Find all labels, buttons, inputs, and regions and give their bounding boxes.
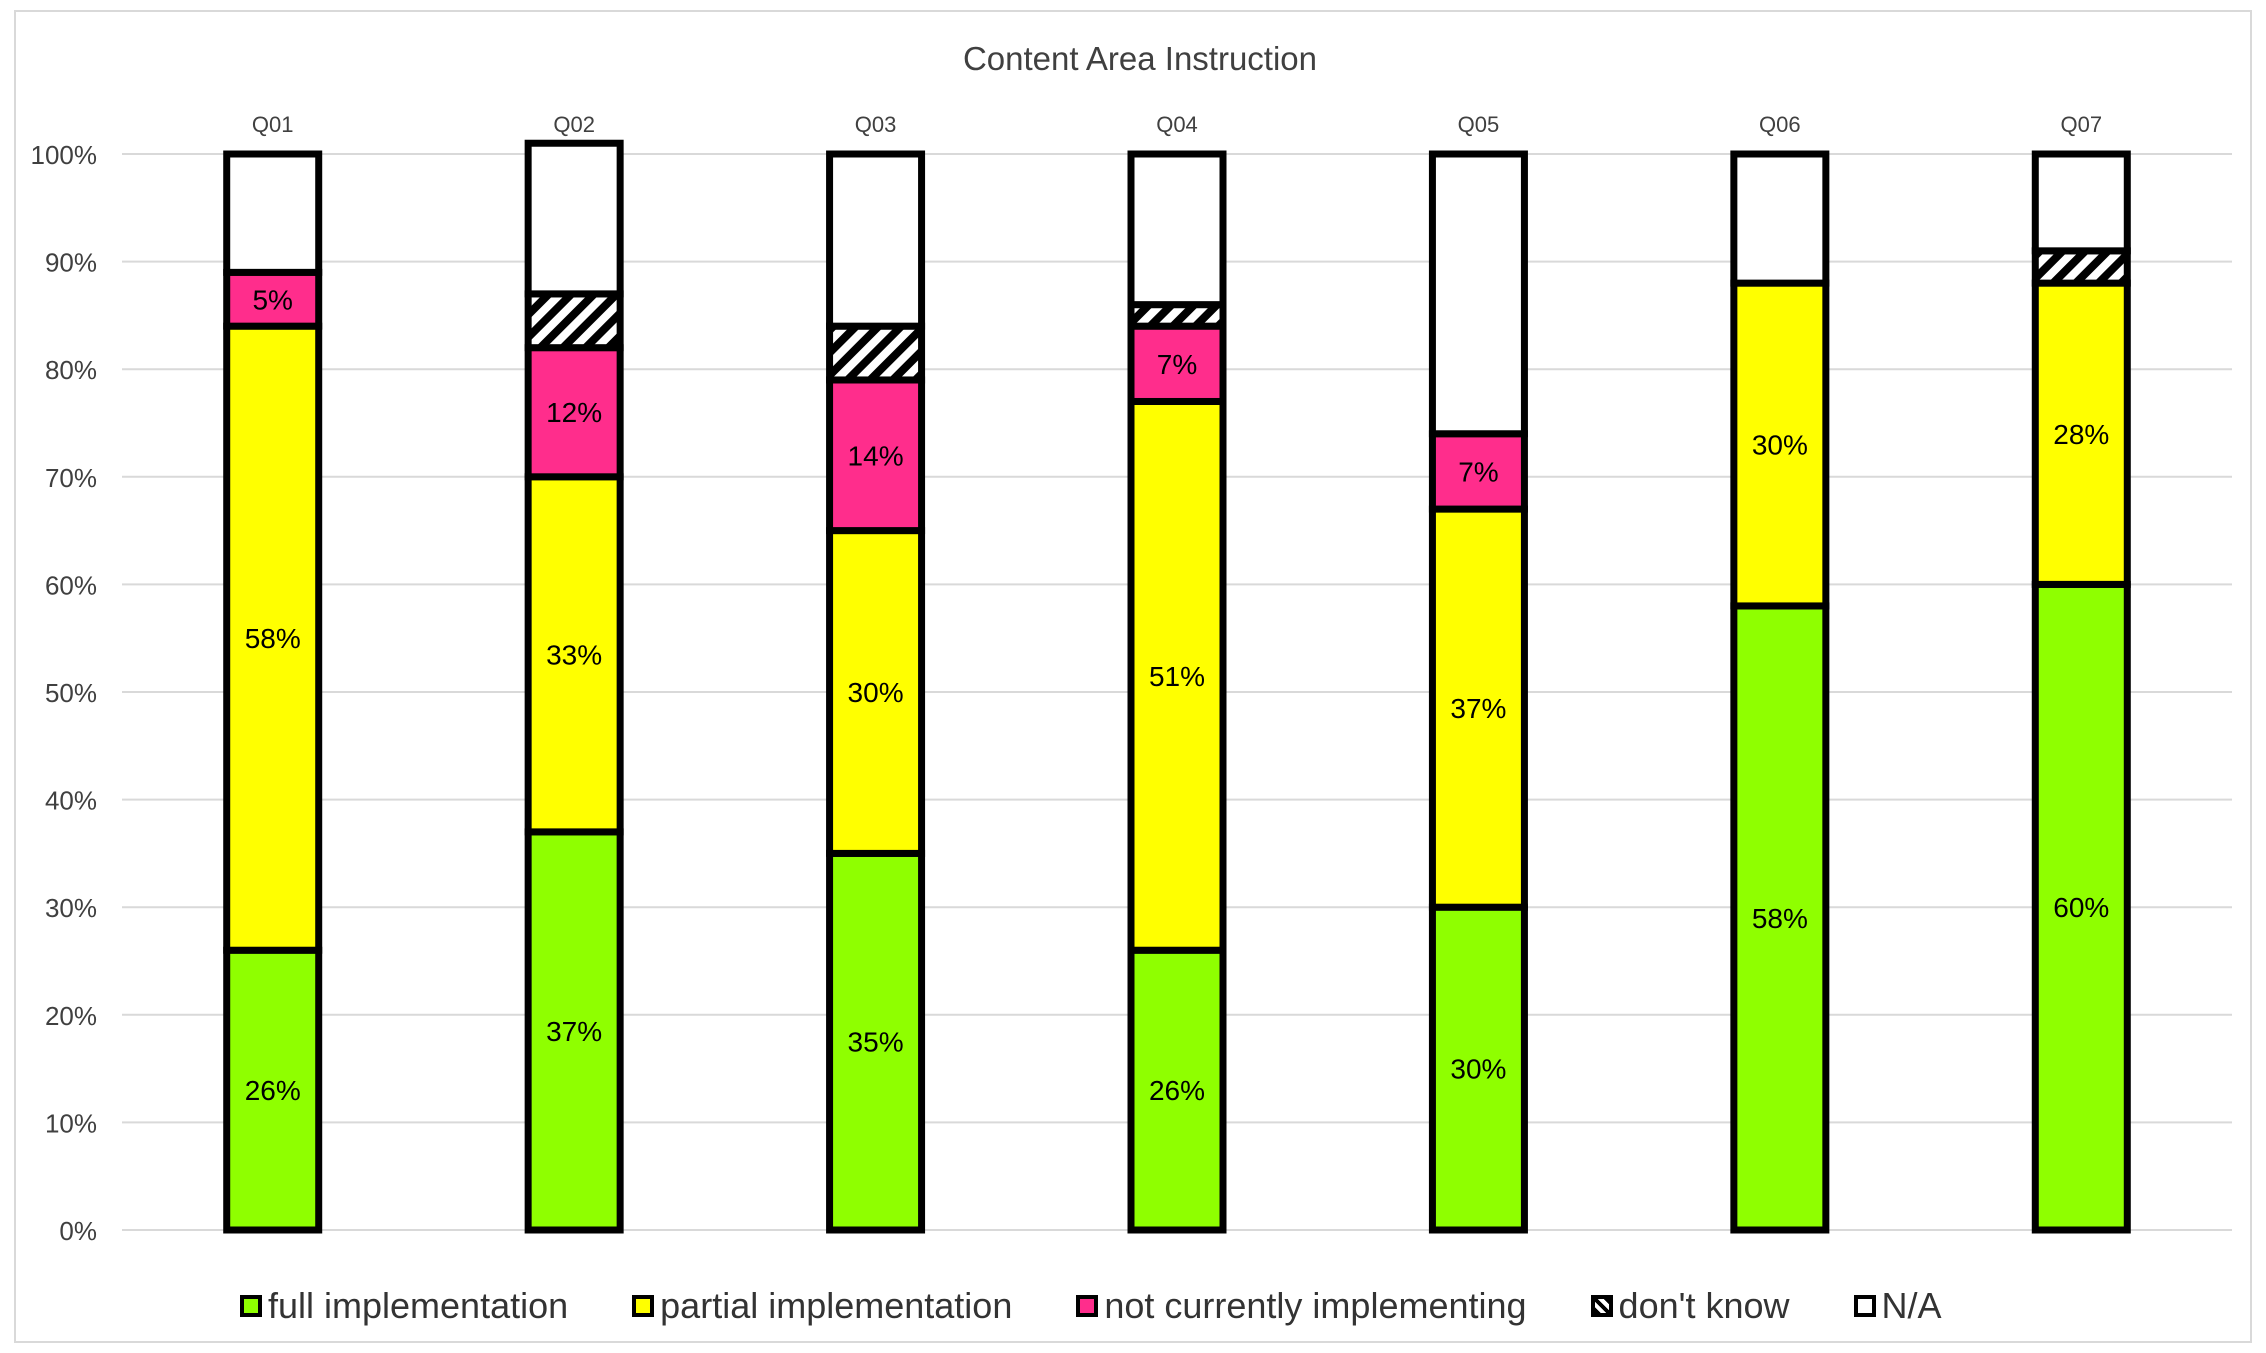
bar-segment (1730, 279, 1830, 610)
bar-segment (826, 527, 926, 857)
data-label: 60% (2053, 892, 2109, 923)
y-tick-label: 20% (45, 1001, 97, 1031)
y-tick-label: 0% (59, 1216, 97, 1246)
bars (223, 139, 2131, 1234)
data-labels: 26% 58% 5% 37% 33% 12% 35% 30% 14% 26% 51% 7% 30% 37%… (245, 284, 2110, 1106)
bar-segment (2031, 247, 2131, 287)
legend-item: don't know (1590, 1285, 1790, 1327)
data-label: 12% (546, 397, 602, 428)
data-label: 14% (848, 440, 904, 471)
data-label: 5% (252, 284, 292, 315)
category-label: Q06 (1759, 112, 1801, 137)
bar-segment (1127, 946, 1227, 1234)
bar-segment (524, 290, 624, 352)
data-label: 58% (245, 623, 301, 654)
category-label: Q01 (252, 112, 294, 137)
legend-swatch (1076, 1295, 1099, 1317)
y-tick-label: 40% (45, 786, 97, 816)
bar-segment (1127, 322, 1227, 405)
y-tick-label: 70% (45, 463, 97, 493)
category-label: Q05 (1458, 112, 1500, 137)
y-axis-ticks: 0% 10% 20% 30% 40% 50% 60% 70% 80% 90% 100% (31, 140, 98, 1246)
y-tick-label: 30% (45, 893, 97, 923)
legend-item: N/A (1853, 1285, 1942, 1327)
data-label: 30% (848, 677, 904, 708)
legend-swatch (632, 1295, 655, 1317)
legend-label: not currently implementing (1104, 1285, 1527, 1326)
y-tick-label: 100% (31, 140, 98, 170)
category-label: Q07 (2060, 112, 2102, 137)
y-tick-label: 50% (45, 678, 97, 708)
legend-label: full implementation (268, 1285, 569, 1326)
category-label: Q04 (1156, 112, 1198, 137)
legend-swatch (240, 1295, 262, 1317)
chart-title: Content Area Instruction (963, 40, 1317, 77)
category-label: Q03 (855, 112, 897, 137)
bar-segment (2031, 150, 2131, 255)
bar-segment (826, 376, 926, 535)
bar-segment (826, 150, 926, 330)
bar-segment (223, 268, 323, 330)
bar-segment (1428, 903, 1528, 1234)
bar-segment (826, 322, 926, 384)
bar-segment (1428, 150, 1528, 438)
bar-segment (223, 946, 323, 1234)
legend-item: not currently implementing (1076, 1285, 1527, 1327)
data-label: 58% (1752, 903, 1808, 934)
bar-segment (524, 139, 624, 298)
legend-item: partial implementation (632, 1285, 1012, 1327)
category-label: Q02 (553, 112, 595, 137)
data-label: 51% (1149, 661, 1205, 692)
y-tick-label: 60% (45, 570, 97, 600)
bar-segment (223, 150, 323, 276)
data-label: 37% (546, 1016, 602, 1047)
data-label: 35% (848, 1027, 904, 1058)
bar-segment (1127, 150, 1227, 309)
data-label: 33% (546, 639, 602, 670)
legend: full implementation partial implementatio… (240, 1276, 2140, 1336)
legend-label: partial implementation (660, 1285, 1013, 1326)
data-label: 7% (1157, 349, 1197, 380)
bar-segment (223, 322, 323, 954)
y-tick-label: 80% (45, 355, 97, 385)
data-label: 37% (1450, 693, 1506, 724)
legend-item: full implementation (240, 1285, 568, 1327)
legend-swatch (1853, 1295, 1876, 1317)
data-label: 7% (1458, 456, 1498, 487)
legend-swatch (1590, 1295, 1613, 1317)
data-label: 30% (1752, 430, 1808, 461)
data-label: 26% (1149, 1075, 1205, 1106)
legend-label: don't know (1618, 1285, 1790, 1326)
y-tick-label: 90% (45, 248, 97, 278)
data-label: 30% (1450, 1054, 1506, 1085)
data-label: 26% (245, 1075, 301, 1106)
data-label: 28% (2053, 419, 2109, 450)
category-labels: Q01 Q02 Q03 Q04 Q05 Q06 Q07 (252, 112, 2102, 137)
bar-segment (2031, 580, 2131, 1234)
y-tick-label: 10% (45, 1108, 97, 1138)
bar-segment (1730, 602, 1830, 1234)
legend-label: N/A (1881, 1285, 1942, 1326)
bar-segment (1730, 150, 1830, 287)
